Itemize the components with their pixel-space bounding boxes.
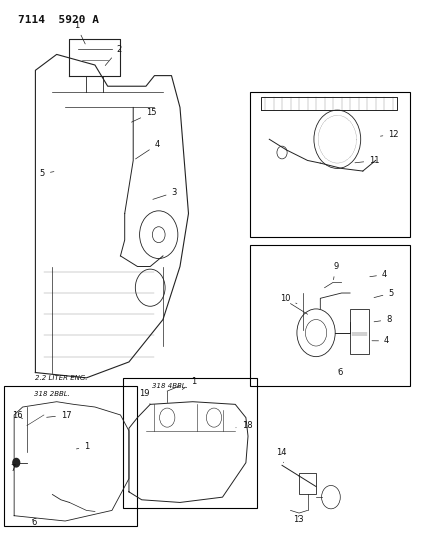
Bar [250, 92, 410, 237]
Text: 5: 5 [374, 289, 394, 297]
Text: 17: 17 [47, 410, 71, 419]
Text: 13: 13 [293, 515, 303, 524]
Bar [122, 378, 256, 508]
Text: 5: 5 [40, 169, 54, 179]
Text: 3: 3 [153, 188, 177, 199]
Bar [250, 245, 410, 386]
Text: 10: 10 [280, 294, 297, 304]
Bar [3, 386, 137, 526]
Text: 2: 2 [105, 45, 122, 66]
Text: 318 4BBL.: 318 4BBL. [152, 383, 188, 390]
Text: 7: 7 [11, 464, 17, 473]
Text: 8: 8 [374, 315, 392, 324]
Text: 16: 16 [12, 410, 23, 419]
Text: 7114  5920 A: 7114 5920 A [18, 14, 99, 25]
Text: 14: 14 [276, 448, 286, 463]
Text: 19: 19 [140, 390, 150, 405]
Text: 2.2 LITER ENG.: 2.2 LITER ENG. [36, 375, 88, 382]
Text: 318 2BBL.: 318 2BBL. [35, 391, 70, 398]
Text: 12: 12 [380, 130, 399, 139]
Bar [350, 309, 369, 354]
Bar [299, 473, 316, 495]
Text: 15: 15 [131, 108, 157, 122]
Text: 18: 18 [236, 421, 252, 430]
Text: 6: 6 [337, 368, 343, 377]
Text: 1: 1 [77, 442, 89, 451]
Text: 11: 11 [355, 156, 380, 165]
Text: 4: 4 [370, 270, 387, 279]
Text: 4: 4 [372, 336, 389, 345]
Text: 9: 9 [333, 262, 338, 280]
Text: 4: 4 [136, 140, 160, 159]
Circle shape [13, 458, 20, 467]
Text: 1: 1 [182, 377, 196, 390]
Text: 6: 6 [31, 518, 36, 527]
Text: 1: 1 [74, 21, 85, 44]
